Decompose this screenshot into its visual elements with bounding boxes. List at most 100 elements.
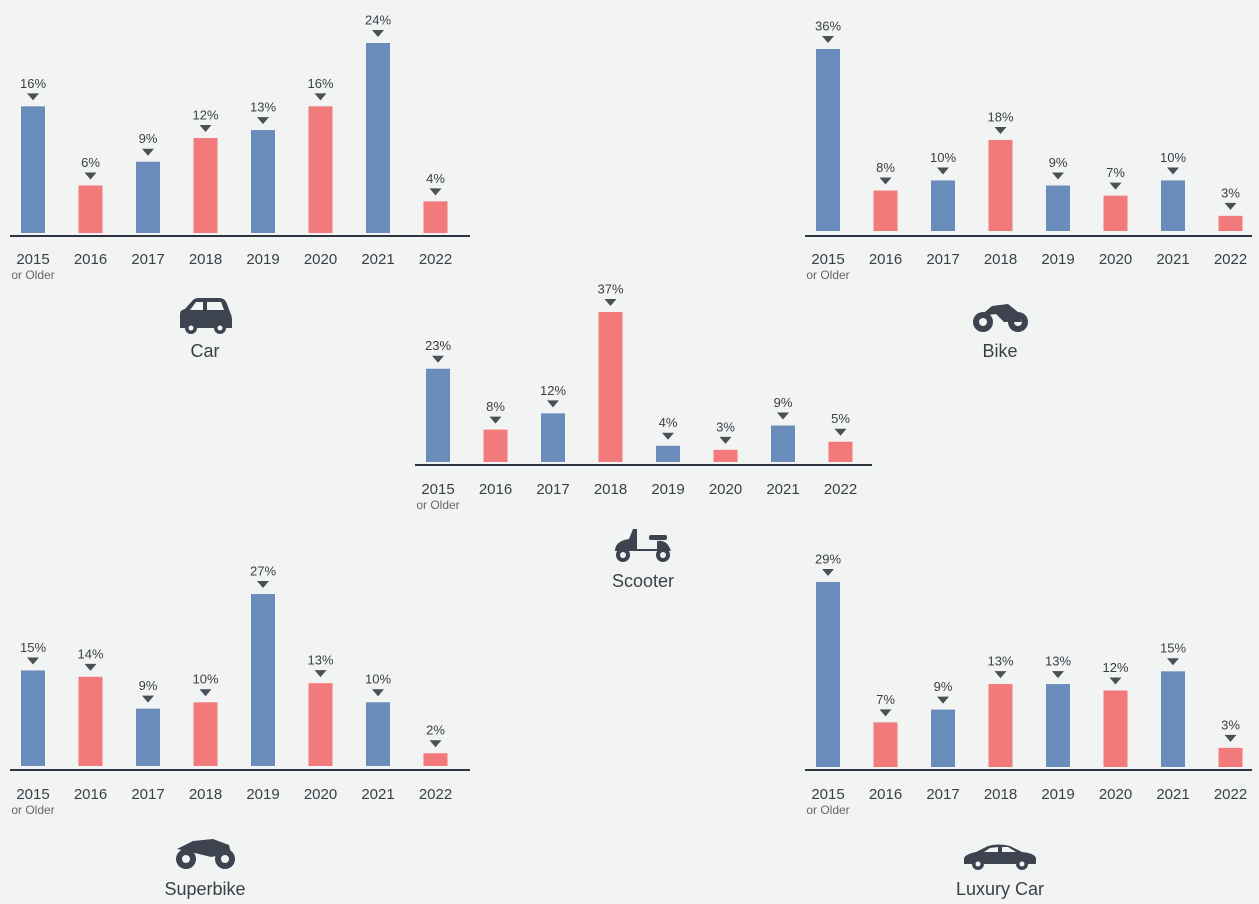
label-pointer: [27, 657, 39, 665]
bar: [771, 425, 795, 462]
value-label: 9%: [774, 395, 793, 410]
label-pointer: [1052, 671, 1064, 679]
bar: [1161, 671, 1185, 767]
category-label: 2020: [304, 786, 337, 803]
value-label: 12%: [192, 107, 218, 122]
category-label: 2017: [926, 786, 959, 803]
label-pointer: [1052, 172, 1064, 180]
bar: [873, 190, 898, 231]
label-pointer: [834, 428, 847, 436]
label-pointer: [199, 689, 212, 697]
value-label: 2%: [426, 723, 445, 738]
bar: [656, 445, 680, 462]
category-label: 2015: [811, 251, 844, 268]
label-pointer: [879, 177, 892, 185]
value-label: 6%: [81, 155, 100, 170]
bar: [136, 161, 160, 233]
category-label: 2022: [1214, 786, 1247, 803]
label-pointer: [314, 93, 327, 101]
bar: [1046, 185, 1070, 231]
category-label: 2019: [651, 481, 684, 498]
value-label: 3%: [716, 419, 735, 434]
category-label: 2018: [984, 251, 1017, 268]
value-label: 10%: [1160, 150, 1186, 165]
label-pointer: [429, 188, 442, 196]
value-label: 12%: [1102, 660, 1128, 675]
value-label: 7%: [1106, 165, 1125, 180]
bar: [136, 708, 160, 766]
label-pointer: [994, 127, 1007, 134]
bar: [251, 594, 275, 766]
luxury-car-icon: [964, 844, 1036, 870]
category-label: 2016: [479, 481, 512, 498]
bar: [1046, 684, 1070, 767]
value-label: 9%: [934, 679, 953, 694]
category-label: 2017: [131, 251, 164, 268]
category-label: 2016: [74, 251, 107, 268]
category-label: 2020: [1099, 251, 1132, 268]
value-label: 23%: [425, 338, 451, 353]
value-label: 9%: [139, 678, 158, 693]
value-label: 3%: [1221, 717, 1240, 732]
value-label: 8%: [486, 399, 505, 414]
value-label: 14%: [77, 646, 103, 661]
category-label: 2019: [1041, 786, 1074, 803]
value-label: 4%: [659, 415, 678, 430]
category-label: 2017: [536, 481, 569, 498]
chart-name: Luxury Car: [956, 879, 1044, 899]
category-label: 2019: [1041, 251, 1074, 268]
car-icon: [180, 298, 232, 334]
label-pointer: [372, 30, 384, 37]
label-pointer: [429, 740, 442, 748]
category-label: 2020: [709, 481, 742, 498]
label-pointer: [27, 93, 39, 101]
value-label: 3%: [1221, 185, 1240, 200]
bar: [873, 722, 898, 767]
label-pointer: [937, 696, 949, 704]
category-label: 2022: [419, 251, 452, 268]
bar: [193, 138, 218, 233]
category-note: or Older: [11, 268, 54, 282]
label-pointer: [84, 172, 97, 180]
category-label: 2019: [246, 251, 279, 268]
value-label: 5%: [831, 411, 850, 426]
category-label: 2018: [594, 481, 627, 498]
value-label: 16%: [20, 76, 46, 91]
value-label: 10%: [365, 672, 391, 687]
category-note: or Older: [416, 498, 459, 512]
value-label: 12%: [540, 383, 566, 398]
bar: [1161, 180, 1185, 231]
label-pointer: [1109, 677, 1122, 685]
value-label: 8%: [876, 160, 895, 175]
category-label: 2020: [1099, 786, 1132, 803]
label-pointer: [822, 569, 834, 576]
label-pointer: [879, 709, 892, 717]
label-pointer: [257, 581, 269, 588]
value-label: 9%: [1049, 155, 1068, 170]
label-pointer: [314, 670, 327, 678]
bar: [423, 753, 448, 766]
category-label: 2019: [246, 786, 279, 803]
bar: [193, 702, 218, 766]
value-label: 13%: [250, 100, 276, 115]
category-note: or Older: [806, 803, 849, 817]
label-pointer: [372, 689, 384, 697]
label-pointer: [777, 412, 789, 420]
value-label: 4%: [426, 171, 445, 186]
category-label: 2018: [189, 251, 222, 268]
label-pointer: [1224, 734, 1237, 742]
category-label: 2021: [361, 786, 394, 803]
bar: [1218, 747, 1243, 767]
value-label: 18%: [987, 109, 1013, 124]
value-label: 10%: [930, 150, 956, 165]
superbike-icon: [176, 839, 235, 869]
label-pointer: [1167, 167, 1179, 175]
category-label: 2022: [1214, 251, 1247, 268]
category-note: or Older: [11, 803, 54, 817]
label-pointer: [1224, 202, 1237, 210]
category-label: 2015: [16, 251, 49, 268]
value-label: 15%: [1160, 641, 1186, 656]
bar: [423, 201, 448, 233]
category-label: 2021: [766, 481, 799, 498]
